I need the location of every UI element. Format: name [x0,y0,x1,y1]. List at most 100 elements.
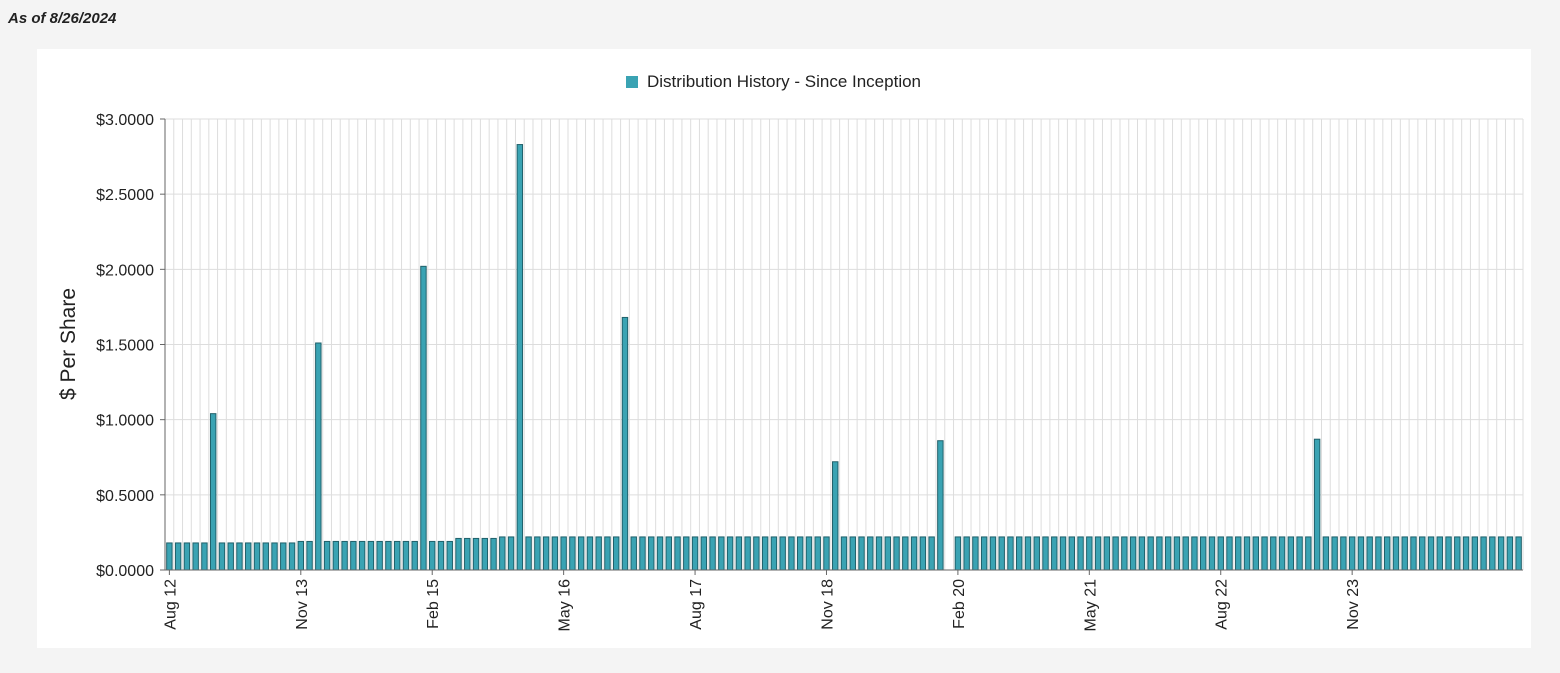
bar[interactable] [245,542,252,571]
bar[interactable] [639,536,646,571]
bar[interactable] [542,536,550,571]
bar[interactable] [262,542,269,571]
bar[interactable] [420,265,427,571]
bar[interactable] [367,540,375,571]
bar[interactable] [893,536,900,571]
bar[interactable] [1129,536,1137,571]
bar[interactable] [832,461,839,571]
bar[interactable] [1164,536,1172,571]
bar[interactable] [858,536,865,571]
bar[interactable] [709,536,716,571]
bar[interactable] [823,536,830,571]
bar[interactable] [1480,536,1487,571]
bar[interactable] [744,536,751,571]
bar[interactable] [385,540,392,571]
bar[interactable] [1366,536,1373,571]
bar[interactable] [350,540,357,571]
bar[interactable] [297,540,305,571]
bar[interactable] [963,536,970,571]
bar[interactable] [1348,536,1356,571]
bar[interactable] [1462,536,1470,571]
bar[interactable] [691,536,699,571]
bar[interactable] [1322,536,1330,571]
bar[interactable] [1112,536,1119,571]
bar[interactable] [1401,536,1408,571]
bar[interactable] [1252,536,1259,571]
bar[interactable] [919,536,927,571]
bar[interactable] [779,536,786,571]
bar[interactable] [306,540,313,571]
bar[interactable] [183,542,191,571]
bar[interactable] [998,536,1005,571]
bar[interactable] [735,536,743,571]
legend-swatch[interactable] [626,76,638,88]
bar[interactable] [954,536,962,571]
bar[interactable] [516,144,524,571]
bar[interactable] [674,536,681,571]
bar[interactable] [1287,536,1295,571]
bar[interactable] [1007,536,1014,571]
bar[interactable] [271,542,278,571]
bar[interactable] [1059,536,1067,571]
bar[interactable] [551,536,559,571]
bar[interactable] [174,542,182,571]
bar[interactable] [560,536,567,571]
bar[interactable] [1375,536,1382,571]
bar[interactable] [227,542,234,571]
bar[interactable] [1068,536,1076,571]
bar[interactable] [770,536,778,571]
bar[interactable] [192,542,199,571]
bar[interactable] [481,537,489,571]
bar[interactable] [402,540,410,571]
bar[interactable] [1094,536,1102,571]
bar[interactable] [1086,536,1093,571]
bar[interactable] [209,413,217,571]
bar[interactable] [1051,536,1058,571]
bar[interactable] [1278,536,1286,571]
bar[interactable] [218,542,226,571]
bar[interactable] [1436,536,1443,571]
bar[interactable] [1340,536,1347,571]
bar[interactable] [1016,536,1023,571]
bar[interactable] [1489,536,1496,571]
bar[interactable] [455,537,462,571]
bar[interactable] [358,540,366,571]
bar[interactable] [928,536,935,571]
bar[interactable] [1270,536,1277,571]
bar[interactable] [1313,438,1321,571]
bar[interactable] [1392,536,1400,571]
bar[interactable] [902,536,909,571]
bar[interactable] [166,542,173,571]
bar[interactable] [1410,536,1417,571]
bar[interactable] [604,536,611,571]
bar[interactable] [595,536,602,571]
bar[interactable] [437,540,445,571]
bar[interactable] [411,540,418,571]
bar[interactable] [937,440,944,571]
legend-label[interactable]: Distribution History - Since Inception [647,72,921,91]
bar[interactable] [805,536,813,571]
bar[interactable] [849,536,856,571]
bar[interactable] [1296,536,1303,571]
bar[interactable] [630,536,637,571]
bar[interactable] [1497,536,1505,571]
bar[interactable] [393,540,401,571]
bar[interactable] [464,537,471,571]
bar[interactable] [429,540,436,571]
bar[interactable] [875,536,883,571]
bar[interactable] [332,540,340,571]
bar[interactable] [814,536,821,571]
bar[interactable] [867,536,874,571]
bar[interactable] [656,536,664,571]
bar[interactable] [341,540,348,571]
bar[interactable] [1121,536,1128,571]
bar[interactable] [288,542,296,571]
bar[interactable] [499,536,506,571]
bar[interactable] [569,536,576,571]
bar[interactable] [472,537,480,571]
bar[interactable] [507,536,515,571]
bar[interactable] [446,540,453,571]
bar[interactable] [726,536,734,571]
bar[interactable] [972,536,979,571]
bar[interactable] [201,542,208,571]
